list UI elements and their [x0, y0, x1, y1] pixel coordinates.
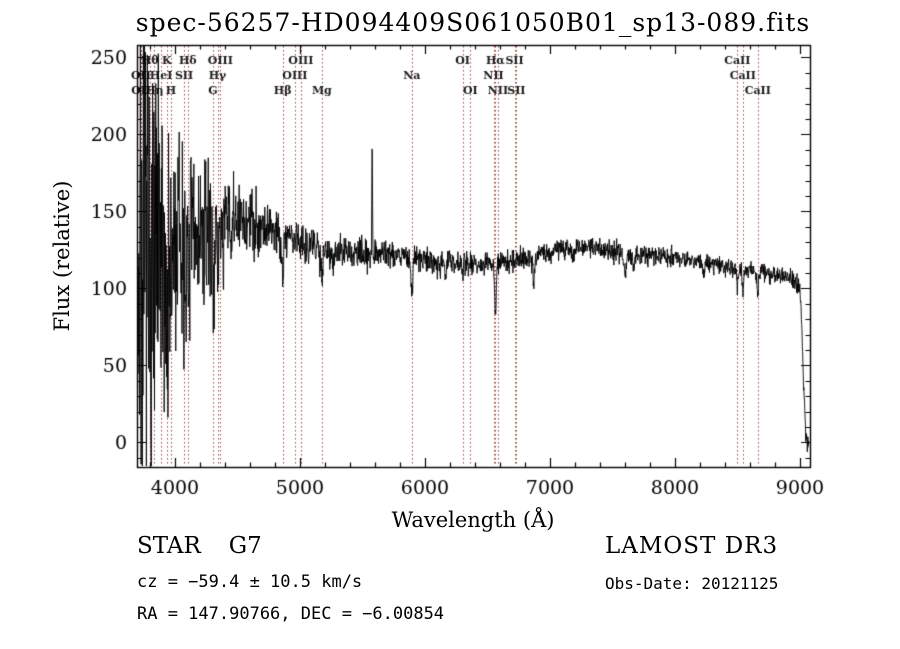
cz-velocity-label: cz = −59.4 ± 10.5 km/s	[137, 572, 363, 592]
y-axis-label: Flux (relative)	[50, 180, 74, 332]
x-axis-label: Wavelength (Å)	[391, 508, 555, 532]
object-class: STAR	[137, 533, 201, 559]
obs-date-label: Obs-Date: 20121125	[605, 574, 779, 593]
classification-line: STAR G7	[137, 533, 262, 559]
plot-title: spec-56257-HD094409S061050B01_sp13-089.f…	[135, 8, 811, 37]
survey-release-label: LAMOST DR3	[605, 533, 779, 559]
object-subclass: G7	[228, 533, 262, 559]
ra-dec-label: RA = 147.90766, DEC = −6.00854	[137, 604, 445, 624]
